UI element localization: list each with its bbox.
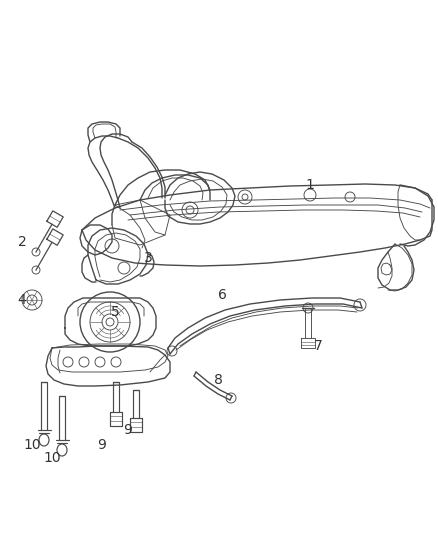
Text: 10: 10 — [23, 438, 41, 452]
Text: 9: 9 — [98, 438, 106, 452]
Text: 2: 2 — [18, 235, 26, 249]
Text: 4: 4 — [18, 293, 26, 307]
Text: 7: 7 — [314, 339, 322, 353]
Text: 6: 6 — [218, 288, 226, 302]
Text: 8: 8 — [214, 373, 223, 387]
Text: 1: 1 — [306, 178, 314, 192]
Text: 10: 10 — [43, 451, 61, 465]
Text: 5: 5 — [111, 305, 120, 319]
Text: 3: 3 — [144, 251, 152, 265]
Text: 9: 9 — [124, 423, 132, 437]
